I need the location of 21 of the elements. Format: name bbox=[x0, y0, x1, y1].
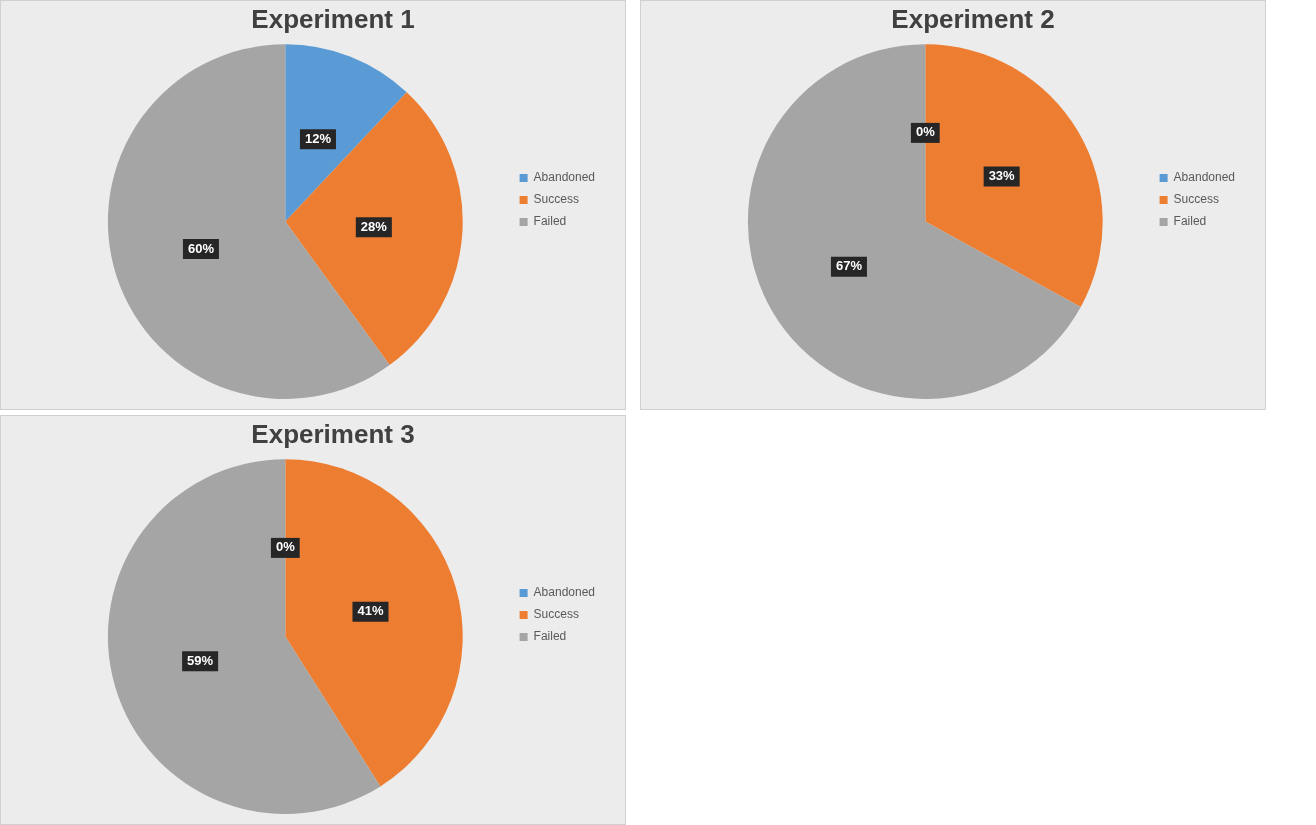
text: 0% bbox=[915, 124, 935, 140]
data-label: 41% bbox=[357, 603, 384, 619]
data-label: 33% bbox=[988, 168, 1016, 184]
data-label: 59% bbox=[187, 652, 214, 668]
data-label: 12% bbox=[304, 130, 332, 146]
legend-label: Abandoned bbox=[533, 585, 596, 600]
chart-title: Experiment 3 bbox=[251, 418, 415, 449]
chart-title: Experiment 1 bbox=[251, 3, 415, 34]
data-label: 60% bbox=[187, 240, 215, 256]
legend-label: Abandoned bbox=[533, 170, 596, 185]
text: 0% bbox=[275, 539, 295, 555]
legend-label: Success bbox=[533, 607, 579, 622]
legend-label: Success bbox=[533, 192, 579, 207]
legend-label: Abandoned bbox=[1173, 170, 1236, 185]
legend-label: Success bbox=[1173, 192, 1219, 207]
legend-label: Failed bbox=[533, 214, 567, 229]
chart-title: Experiment 2 bbox=[891, 3, 1055, 34]
legend-label: Failed bbox=[1173, 214, 1207, 229]
data-label: 28% bbox=[360, 218, 388, 234]
legend-label: Failed bbox=[533, 629, 567, 644]
data-label: 67% bbox=[835, 258, 863, 274]
